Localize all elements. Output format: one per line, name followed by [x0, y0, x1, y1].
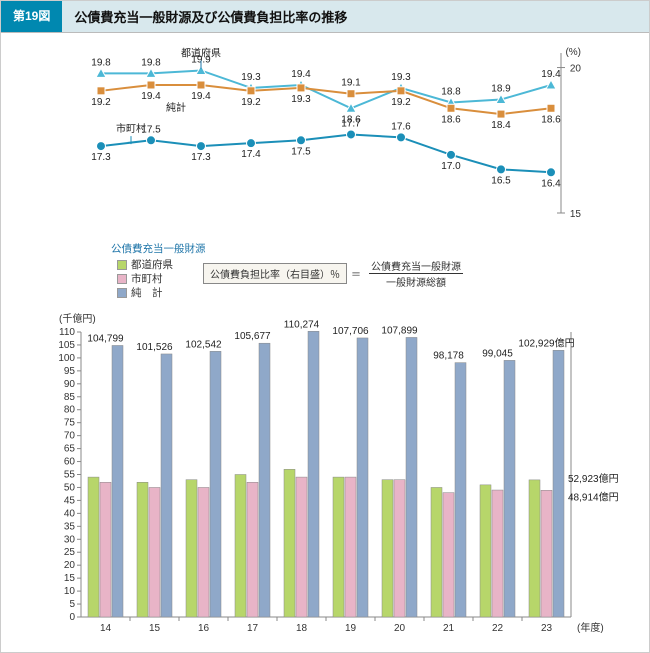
svg-text:60: 60: [64, 457, 76, 468]
svg-text:18.6: 18.6: [441, 114, 461, 125]
svg-text:16.4: 16.4: [541, 178, 561, 189]
svg-text:22: 22: [492, 623, 504, 634]
formula: 公債費負担比率（右目盛）％ ＝ 公債費充当一般財源 一般財源総額: [203, 258, 463, 289]
svg-text:(千億円): (千億円): [59, 312, 96, 325]
svg-text:18.8: 18.8: [441, 86, 461, 97]
svg-text:110: 110: [59, 327, 75, 338]
svg-text:19.4: 19.4: [191, 91, 211, 102]
svg-text:70: 70: [64, 431, 76, 442]
svg-text:19.4: 19.4: [291, 69, 311, 80]
legend-muni: 市町村: [117, 272, 173, 286]
svg-text:65: 65: [64, 444, 76, 455]
svg-text:17.3: 17.3: [91, 152, 111, 163]
svg-text:90: 90: [64, 379, 76, 390]
svg-text:16.5: 16.5: [491, 175, 511, 186]
svg-text:17: 17: [247, 623, 259, 634]
svg-text:19.3: 19.3: [241, 72, 261, 83]
legend-items: 都道府県 市町村 純 計: [111, 258, 173, 300]
svg-text:17.6: 17.6: [391, 121, 411, 132]
svg-text:75: 75: [64, 418, 76, 429]
svg-text:0: 0: [69, 612, 75, 623]
svg-text:55: 55: [64, 470, 76, 481]
svg-text:19.1: 19.1: [341, 78, 361, 89]
svg-text:19: 19: [345, 623, 357, 634]
svg-text:95: 95: [64, 366, 76, 377]
figure-title: 公債費充当一般財源及び公債費負担比率の推移: [62, 1, 359, 32]
svg-text:107,706: 107,706: [332, 326, 369, 337]
svg-text:5: 5: [69, 599, 75, 610]
svg-text:80: 80: [64, 405, 76, 416]
svg-text:110,274: 110,274: [284, 319, 320, 330]
svg-text:19.4: 19.4: [541, 69, 561, 80]
formula-box: 公債費負担比率（右目盛）％: [203, 263, 347, 284]
svg-text:48,914億円: 48,914億円: [568, 490, 619, 503]
svg-text:15: 15: [149, 623, 161, 634]
svg-text:20: 20: [64, 560, 76, 571]
svg-text:45: 45: [64, 495, 76, 506]
svg-text:25: 25: [64, 547, 76, 558]
line-chart: 1520(%)19.819.819.919.319.418.619.318.81…: [31, 43, 591, 223]
bar-legend: 公債費充当一般財源 都道府県 市町村 純 計 公債費負担比率（右目盛）％ ＝ 公…: [111, 241, 649, 300]
svg-text:20: 20: [394, 623, 406, 634]
svg-text:52,923億円: 52,923億円: [568, 472, 619, 485]
svg-text:18.6: 18.6: [541, 114, 561, 125]
svg-text:40: 40: [64, 508, 76, 519]
bar-chart-area: 0 5 10 15 20 25 30 35 40 45 5055 60 65 70 75 80 85 90 95 10…: [1, 302, 649, 652]
figure-header: 第19図 公債費充当一般財源及び公債費負担比率の推移: [1, 1, 649, 33]
line-chart-area: 1520(%)19.819.819.919.319.418.619.318.81…: [1, 33, 649, 233]
svg-text:19.2: 19.2: [91, 97, 111, 108]
bar-chart: 0 5 10 15 20 25 30 35 40 45 5055 60 65 70 75 80 85 90 95 10…: [31, 302, 621, 642]
legend-pref: 都道府県: [117, 258, 173, 272]
svg-text:17.5: 17.5: [291, 146, 311, 157]
svg-text:16: 16: [198, 623, 210, 634]
svg-text:純計: 純計: [166, 101, 186, 114]
svg-text:35: 35: [64, 521, 76, 532]
svg-text:14: 14: [100, 623, 112, 634]
svg-text:(%): (%): [565, 47, 581, 58]
svg-text:50: 50: [64, 482, 76, 493]
svg-text:105,677: 105,677: [234, 331, 271, 342]
svg-text:102,542: 102,542: [185, 339, 222, 350]
svg-text:19.8: 19.8: [91, 57, 111, 68]
legend-total: 純 計: [117, 286, 173, 300]
svg-text:18.4: 18.4: [491, 120, 511, 131]
svg-text:15: 15: [570, 209, 582, 220]
svg-text:18.9: 18.9: [491, 84, 511, 95]
svg-text:19.2: 19.2: [391, 97, 411, 108]
svg-text:85: 85: [64, 392, 76, 403]
svg-text:100: 100: [58, 353, 75, 364]
svg-text:107,899: 107,899: [381, 325, 418, 336]
svg-text:(年度): (年度): [577, 621, 604, 634]
svg-text:19.3: 19.3: [391, 72, 411, 83]
svg-text:23: 23: [541, 623, 553, 634]
svg-text:17.7: 17.7: [341, 118, 361, 129]
svg-text:都道府県: 都道府県: [181, 46, 221, 59]
legend-title: 公債費充当一般財源: [111, 241, 649, 256]
svg-text:30: 30: [64, 534, 76, 545]
figure-container: 第19図 公債費充当一般財源及び公債費負担比率の推移 15 20 (%) 19.8 19…: [0, 0, 650, 653]
svg-text:17.4: 17.4: [241, 149, 261, 160]
svg-text:市町村: 市町村: [116, 122, 146, 135]
svg-text:98,178: 98,178: [433, 351, 464, 362]
svg-text:105: 105: [58, 340, 75, 351]
figure-number: 第19図: [1, 1, 62, 32]
formula-fraction: 公債費充当一般財源 一般財源総額: [369, 258, 463, 289]
svg-text:19.2: 19.2: [241, 97, 261, 108]
svg-text:19.3: 19.3: [291, 94, 311, 105]
svg-text:21: 21: [443, 623, 455, 634]
svg-text:17.3: 17.3: [191, 152, 211, 163]
svg-text:15: 15: [64, 573, 76, 584]
svg-text:101,526: 101,526: [136, 342, 173, 353]
svg-text:20: 20: [570, 64, 582, 75]
svg-text:10: 10: [64, 586, 76, 597]
svg-text:19.8: 19.8: [141, 57, 161, 68]
svg-text:99,045: 99,045: [482, 348, 513, 359]
svg-text:18: 18: [296, 623, 308, 634]
svg-text:17.0: 17.0: [441, 161, 461, 172]
svg-text:104,799: 104,799: [87, 333, 124, 344]
svg-text:102,929億円: 102,929億円: [518, 336, 574, 349]
svg-text:19.4: 19.4: [141, 91, 161, 102]
